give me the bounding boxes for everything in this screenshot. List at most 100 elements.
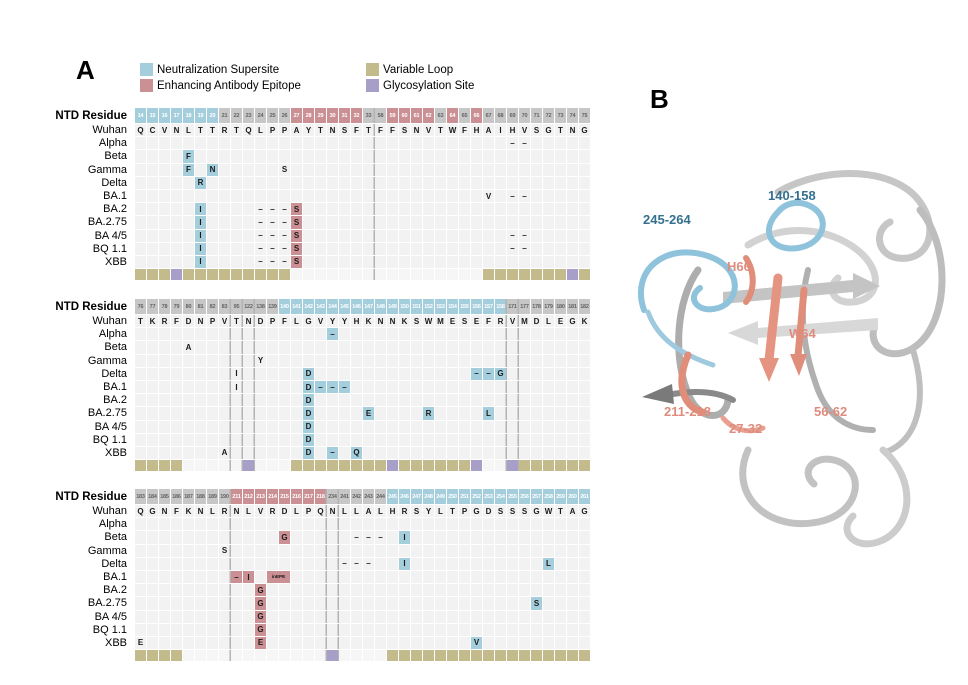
residue-number: 28 (303, 108, 314, 123)
mutation-cell: S (291, 242, 302, 255)
grid-cell (543, 420, 554, 433)
grid-cell (447, 394, 458, 407)
wuhan-residue: T (447, 505, 458, 518)
wuhan-residue: D (483, 505, 494, 518)
mutation-cell: – (510, 191, 515, 201)
grid-cell (471, 584, 482, 597)
grid-cell (267, 242, 278, 255)
grid-cell (483, 584, 494, 597)
mutation-cell: – (342, 559, 347, 569)
strip-cell (231, 650, 242, 662)
residue-number: 156 (471, 299, 482, 314)
grid-cell (339, 189, 350, 203)
grid-cell (327, 367, 338, 380)
wuhan-row-label: Wuhan (92, 315, 127, 328)
grid-cell (375, 150, 386, 163)
wuhan-residue: F (375, 124, 386, 137)
grid-cell (555, 433, 566, 446)
grid-cell (315, 203, 326, 216)
mutation-cell: I (195, 255, 206, 269)
grid-cell (567, 203, 578, 216)
grid-cell (435, 407, 446, 420)
grid-cell (483, 597, 494, 610)
grid-cell (471, 255, 482, 269)
strip-cell (435, 269, 446, 281)
grid-cell (219, 229, 230, 242)
grid-cell (375, 367, 386, 380)
grid-cell (519, 367, 530, 380)
mutation-cell: – (327, 328, 338, 341)
wuhan-residue: G (147, 505, 158, 518)
grid-cell (279, 163, 290, 176)
sequence-block-3: NTD Residue 183 184 185 186 187 188 189 190 211 21… (6, 489, 590, 662)
grid-cell (351, 354, 362, 367)
grid-cell (327, 255, 338, 269)
mutation-cell: S (531, 597, 542, 610)
grid-cell (207, 189, 218, 203)
wuhan-residue: N (327, 505, 338, 518)
grid-cell (531, 531, 542, 544)
grid-cell (507, 518, 518, 531)
grid-cell (147, 394, 158, 407)
grid-cell (303, 636, 314, 650)
mutation-cell: G (255, 623, 266, 636)
grid-cell (255, 407, 266, 420)
wuhan-residue: D (183, 315, 194, 328)
mutation-cell: – (522, 231, 527, 241)
grid-cell (267, 203, 278, 216)
grid-cell (435, 518, 446, 531)
grid-cell (303, 229, 314, 242)
grid-cell (207, 150, 218, 163)
grid-cell (363, 584, 374, 597)
grid-cell (363, 557, 374, 570)
mutation-cell: – (510, 244, 515, 254)
residue-number: 245 (387, 489, 398, 504)
variable-loop-cell (531, 269, 542, 281)
grid-cell (447, 229, 458, 242)
grid-cell (531, 189, 542, 203)
grid-cell (495, 518, 506, 531)
variable-loop-cell (579, 650, 590, 662)
grid-cell (519, 354, 530, 367)
grid-cell (519, 433, 530, 446)
grid-cell (543, 203, 554, 216)
grid-cell (531, 341, 542, 354)
grid-cell (411, 176, 422, 189)
grid-cell (183, 623, 194, 636)
residue-number: 153 (435, 299, 446, 314)
grid-cell (363, 328, 374, 341)
grid-cell (447, 176, 458, 189)
grid-cell (255, 328, 266, 341)
variable-loop-cell (483, 650, 494, 662)
grid-cell (315, 189, 326, 203)
grid-cell (267, 420, 278, 433)
grid-cell (567, 341, 578, 354)
residue-number: 247 (411, 489, 422, 504)
grid-cell (291, 584, 302, 597)
grid-cell (519, 242, 530, 255)
grid-cell (399, 584, 410, 597)
grid-cell (435, 216, 446, 229)
grid-cell (447, 137, 458, 150)
residue-number: 74 (567, 108, 578, 123)
legend-label: Neutralization Supersite (157, 63, 280, 76)
wuhan-residue: F (351, 124, 362, 137)
variant-row-label: XBB (104, 446, 127, 459)
grid-cell (279, 341, 290, 354)
variable-loop-cell (471, 650, 482, 662)
grid-cell (183, 407, 194, 420)
grid-cell (231, 341, 242, 354)
grid-cell (387, 242, 398, 255)
grid-cell (555, 189, 566, 203)
grid-cell (375, 380, 386, 394)
wuhan-residue: V (255, 505, 266, 518)
grid-cell (483, 623, 494, 636)
wuhan-residue: V (507, 315, 518, 328)
grid-cell (543, 150, 554, 163)
grid-cell (375, 229, 386, 242)
residue-number: 252 (471, 489, 482, 504)
grid-cell (447, 328, 458, 341)
grid-cell (267, 544, 278, 557)
grid-cell (183, 229, 194, 242)
grid-cell (471, 380, 482, 394)
